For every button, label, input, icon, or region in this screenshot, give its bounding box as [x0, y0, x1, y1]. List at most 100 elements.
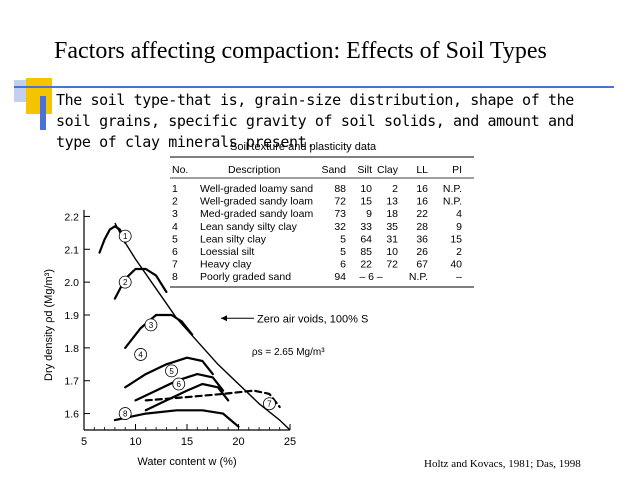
table-cell: Well-graded sandy loam	[200, 196, 313, 208]
curve-marker-8	[118, 407, 132, 420]
table-header-cell: PI	[452, 164, 462, 176]
x-tick-label: 15	[181, 436, 193, 448]
table-cell: 35	[386, 221, 398, 233]
table-cell: N.P.	[409, 271, 428, 283]
citation: Holtz and Kovacs, 1981; Das, 1998	[424, 458, 581, 470]
table-cell: 67	[416, 259, 428, 271]
curve-marker-3	[144, 318, 158, 332]
table-cell: 5	[340, 233, 346, 245]
table-header-cell: No.	[172, 164, 188, 176]
x-tick-label: 5	[81, 436, 87, 448]
table-cell: Lean sandy silty clay	[200, 221, 298, 233]
y-tick-label: 2.2	[64, 211, 79, 223]
table-cell: 22	[416, 208, 428, 220]
table-cell: 2	[392, 183, 398, 195]
curve-marker-1	[118, 229, 132, 243]
y-tick-label: 1.8	[64, 343, 79, 355]
table-cell: 73	[334, 208, 346, 220]
x-tick-label: 10	[129, 436, 141, 448]
table-cell: 85	[360, 246, 372, 258]
table-cell: 6	[340, 259, 346, 271]
x-tick-label: 25	[284, 436, 296, 448]
density-annotation: ρs = 2.65 Mg/m³	[252, 347, 325, 358]
table-cell: Poorly graded sand	[200, 271, 291, 283]
curve-5	[134, 373, 225, 402]
curve-4	[124, 356, 214, 389]
table-cell: 13	[386, 196, 398, 208]
table-cell: 26	[416, 246, 428, 258]
curve-8	[113, 409, 240, 428]
table-cell: N.P.	[443, 183, 462, 195]
table-cell: 7	[172, 259, 178, 271]
table-cell: 94	[334, 271, 346, 283]
y-tick-label: 1.7	[64, 376, 79, 388]
table-cell: – 6 –	[359, 271, 383, 283]
zero-air-voids-line	[114, 222, 291, 431]
y-tick-label: 2.0	[64, 277, 79, 289]
x-axis-label: Water content w (%)	[137, 456, 236, 468]
table-cell: 88	[334, 183, 346, 195]
table-cell: 18	[386, 208, 398, 220]
table-cell: 15	[450, 233, 462, 245]
title-accent-bar-blue	[40, 96, 46, 130]
table-header-cell: Sand	[321, 164, 346, 176]
curve-marker-6	[172, 377, 186, 391]
table-cell: N.P.	[443, 196, 462, 208]
zav-arrowhead	[220, 315, 227, 322]
table-cell: 4	[172, 221, 178, 233]
table-cell: 40	[450, 259, 462, 271]
table-cell: 72	[386, 259, 398, 271]
table-header-cell: LL	[416, 164, 428, 176]
curve-marker-label: 5	[169, 367, 174, 376]
table-cell: 2	[456, 246, 462, 258]
y-tick-label: 2.1	[64, 244, 79, 256]
curve-marker-4	[134, 348, 148, 361]
y-tick-label: 1.9	[64, 310, 79, 322]
table-cell: 4	[456, 208, 462, 220]
table-cell: Loessial silt	[200, 246, 254, 258]
table-cell: 5	[172, 233, 178, 245]
table-header-cell: Clay	[377, 164, 399, 176]
table-cell: 16	[416, 183, 428, 195]
curve-3	[124, 313, 194, 349]
table-cell: Well-graded loamy sand	[200, 183, 313, 195]
curve-marker-5	[165, 364, 178, 378]
table-cell: 8	[172, 271, 178, 283]
table-cell: 5	[340, 246, 346, 258]
curve-marker-label: 1	[123, 232, 128, 241]
title-accent-bar-yellow	[26, 78, 52, 114]
slide-title: Factors affecting compaction: Effects of…	[54, 38, 547, 64]
table-cell: 32	[334, 221, 346, 233]
table-cell: 3	[172, 208, 178, 220]
table-cell: 16	[416, 196, 428, 208]
table-cell: 36	[416, 233, 428, 245]
table-cell: Heavy clay	[200, 259, 252, 271]
table-cell: 15	[360, 196, 372, 208]
curve-6	[144, 382, 230, 412]
curve-marker-2	[118, 275, 132, 289]
table-cell: 64	[360, 233, 372, 245]
table-cell: 9	[366, 208, 372, 220]
table-cell: 1	[172, 183, 178, 195]
table-cell: 2	[172, 196, 178, 208]
table-cell: 31	[386, 233, 398, 245]
zav-annotation: Zero air voids, 100% S	[257, 313, 368, 325]
curve-marker-label: 7	[267, 400, 272, 409]
table-cell: 6	[172, 246, 178, 258]
table-cell: –	[456, 271, 462, 283]
table-cell: 10	[386, 246, 398, 258]
curve-marker-7	[262, 397, 276, 411]
curve-marker-label: 3	[149, 321, 154, 330]
table-cell: Med-graded sandy loam	[200, 208, 313, 220]
table-header-cell: Description	[228, 164, 281, 176]
x-tick-label: 20	[232, 436, 244, 448]
slide-body-text: The soil type-that is, grain-size distri…	[56, 91, 574, 151]
table-cell: 9	[456, 221, 462, 233]
table-cell: 22	[360, 259, 372, 271]
table-cell: 10	[360, 183, 372, 195]
table-cell: 33	[360, 221, 372, 233]
curve-marker-label: 6	[177, 380, 182, 389]
curve-7	[144, 389, 281, 409]
y-axis-label: Dry density ρd (Mg/m³)	[43, 269, 55, 381]
